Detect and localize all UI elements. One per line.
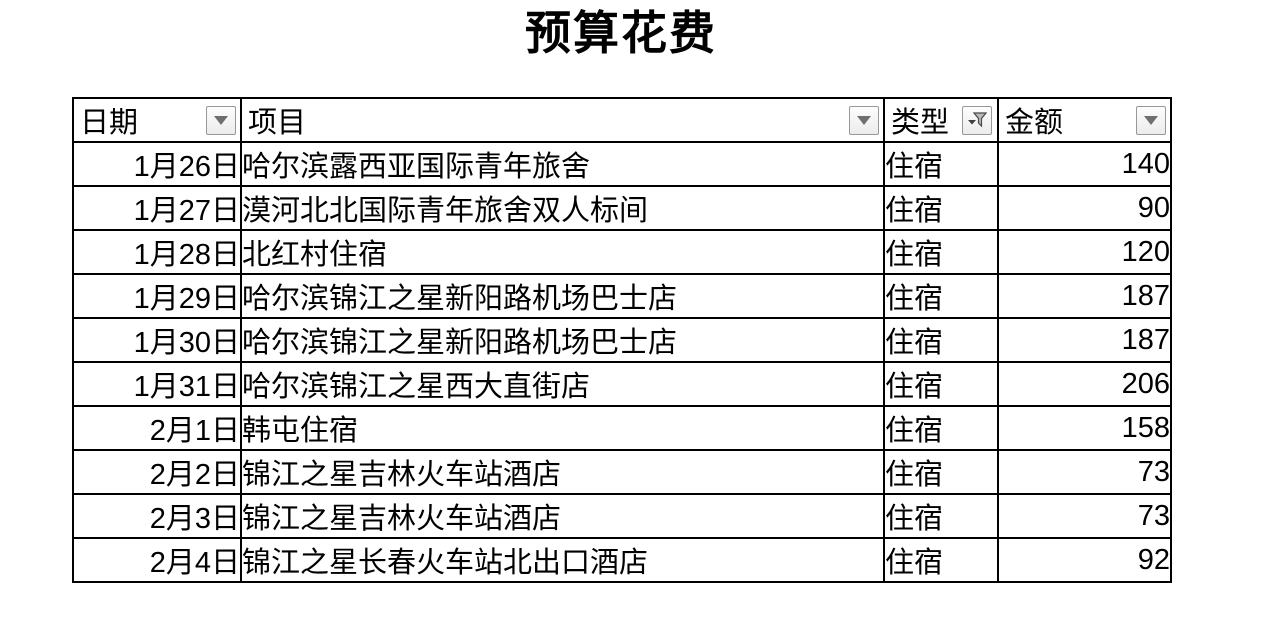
cell-item[interactable]: 哈尔滨锦江之星新阳路机场巴士店 bbox=[240, 317, 885, 363]
cell-item[interactable]: 韩屯住宿 bbox=[240, 405, 885, 451]
cell-amount[interactable]: 206 bbox=[997, 361, 1172, 407]
table-row: 1月27日 漠河北北国际青年旅舍双人标间 住宿 90 bbox=[72, 185, 1172, 231]
cell-item[interactable]: 北红村住宿 bbox=[240, 229, 885, 275]
cell-item[interactable]: 漠河北北国际青年旅舍双人标间 bbox=[240, 185, 885, 231]
cell-item[interactable]: 锦江之星长春火车站北出口酒店 bbox=[240, 537, 885, 583]
dropdown-arrow-icon bbox=[857, 115, 871, 125]
cell-amount[interactable]: 90 bbox=[997, 185, 1172, 231]
cell-type[interactable]: 住宿 bbox=[883, 537, 999, 583]
cell-type[interactable]: 住宿 bbox=[883, 185, 999, 231]
cell-date[interactable]: 2月2日 bbox=[72, 449, 242, 495]
table-row: 2月4日 锦江之星长春火车站北出口酒店 住宿 92 bbox=[72, 537, 1172, 583]
dropdown-arrow-icon bbox=[214, 115, 228, 125]
cell-item[interactable]: 哈尔滨锦江之星新阳路机场巴士店 bbox=[240, 273, 885, 319]
col-header-date: 日期 bbox=[72, 97, 242, 143]
budget-table: 日期 项目 类型 bbox=[72, 97, 1172, 583]
cell-amount[interactable]: 92 bbox=[997, 537, 1172, 583]
header-row: 日期 项目 类型 bbox=[72, 97, 1172, 143]
page-title: 预算花费 bbox=[525, 7, 717, 59]
cell-type[interactable]: 住宿 bbox=[883, 361, 999, 407]
cell-date[interactable]: 1月31日 bbox=[72, 361, 242, 407]
table-row: 2月2日 锦江之星吉林火车站酒店 住宿 73 bbox=[72, 449, 1172, 495]
col-header-amount: 金额 bbox=[997, 97, 1172, 143]
col-header-amount-label: 金额 bbox=[1005, 107, 1064, 139]
cell-type[interactable]: 住宿 bbox=[883, 405, 999, 451]
cell-date[interactable]: 1月26日 bbox=[72, 141, 242, 187]
date-filter-button[interactable] bbox=[206, 105, 236, 135]
cell-date[interactable]: 2月4日 bbox=[72, 537, 242, 583]
cell-amount[interactable]: 73 bbox=[997, 449, 1172, 495]
cell-item[interactable]: 锦江之星吉林火车站酒店 bbox=[240, 449, 885, 495]
funnel-filter-active-icon bbox=[968, 112, 987, 128]
cell-amount[interactable]: 187 bbox=[997, 317, 1172, 363]
col-header-date-label: 日期 bbox=[80, 107, 139, 139]
type-filter-button[interactable] bbox=[962, 105, 992, 135]
col-header-item-label: 项目 bbox=[248, 107, 307, 139]
table-row: 2月1日 韩屯住宿 住宿 158 bbox=[72, 405, 1172, 451]
table-row: 1月26日 哈尔滨露西亚国际青年旅舍 住宿 140 bbox=[72, 141, 1172, 187]
cell-date[interactable]: 2月3日 bbox=[72, 493, 242, 539]
cell-amount[interactable]: 140 bbox=[997, 141, 1172, 187]
cell-amount[interactable]: 73 bbox=[997, 493, 1172, 539]
cell-type[interactable]: 住宿 bbox=[883, 493, 999, 539]
col-header-type: 类型 bbox=[883, 97, 999, 143]
cell-item[interactable]: 哈尔滨露西亚国际青年旅舍 bbox=[240, 141, 885, 187]
cell-type[interactable]: 住宿 bbox=[883, 141, 999, 187]
cell-date[interactable]: 1月27日 bbox=[72, 185, 242, 231]
table-row: 1月30日 哈尔滨锦江之星新阳路机场巴士店 住宿 187 bbox=[72, 317, 1172, 363]
cell-amount[interactable]: 187 bbox=[997, 273, 1172, 319]
table-row: 1月31日 哈尔滨锦江之星西大直街店 住宿 206 bbox=[72, 361, 1172, 407]
cell-item[interactable]: 锦江之星吉林火车站酒店 bbox=[240, 493, 885, 539]
amount-filter-button[interactable] bbox=[1136, 105, 1166, 135]
cell-date[interactable]: 1月29日 bbox=[72, 273, 242, 319]
cell-amount[interactable]: 120 bbox=[997, 229, 1172, 275]
cell-type[interactable]: 住宿 bbox=[883, 449, 999, 495]
cell-date[interactable]: 2月1日 bbox=[72, 405, 242, 451]
cell-date[interactable]: 1月30日 bbox=[72, 317, 242, 363]
dropdown-arrow-icon bbox=[1144, 115, 1158, 125]
cell-amount[interactable]: 158 bbox=[997, 405, 1172, 451]
cell-date[interactable]: 1月28日 bbox=[72, 229, 242, 275]
cell-item[interactable]: 哈尔滨锦江之星西大直街店 bbox=[240, 361, 885, 407]
table-row: 2月3日 锦江之星吉林火车站酒店 住宿 73 bbox=[72, 493, 1172, 539]
cell-type[interactable]: 住宿 bbox=[883, 229, 999, 275]
col-header-type-label: 类型 bbox=[891, 107, 950, 139]
col-header-item: 项目 bbox=[240, 97, 885, 143]
table-row: 1月29日 哈尔滨锦江之星新阳路机场巴士店 住宿 187 bbox=[72, 273, 1172, 319]
item-filter-button[interactable] bbox=[849, 105, 879, 135]
title-wrap: 预算花费 bbox=[72, 6, 1170, 61]
table-row: 1月28日 北红村住宿 住宿 120 bbox=[72, 229, 1172, 275]
cell-type[interactable]: 住宿 bbox=[883, 273, 999, 319]
cell-type[interactable]: 住宿 bbox=[883, 317, 999, 363]
